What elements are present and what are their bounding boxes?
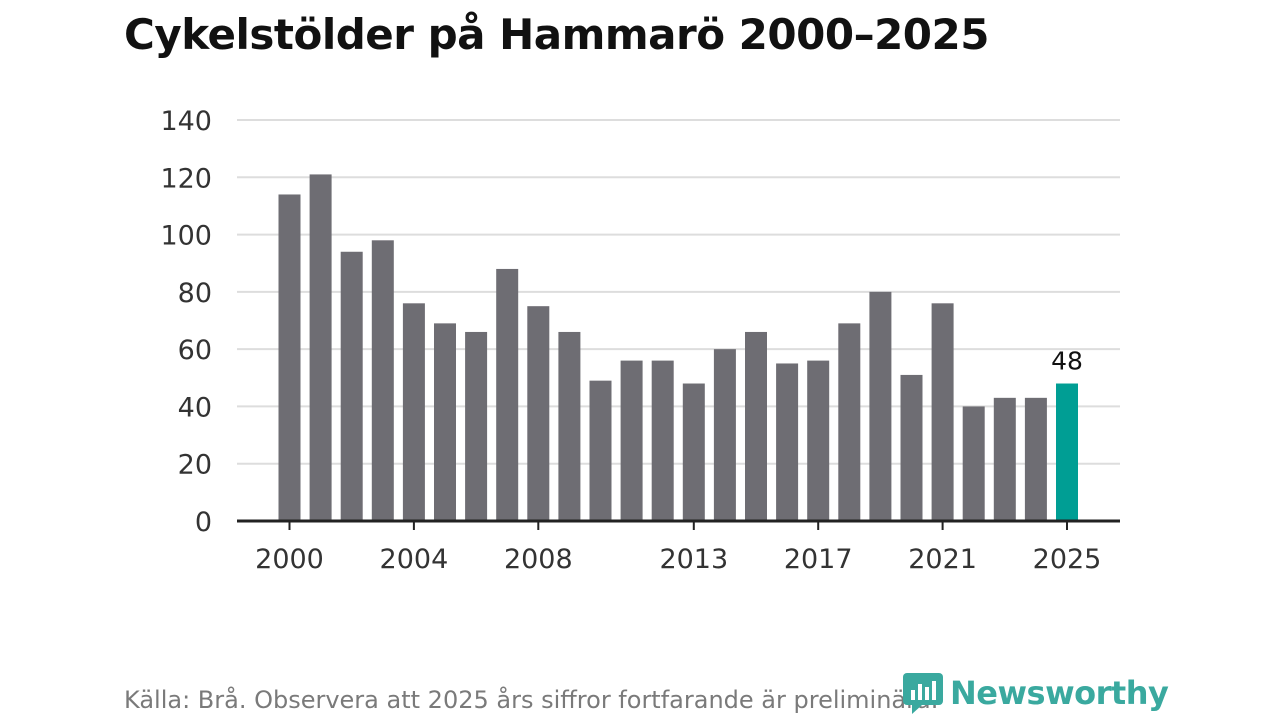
data-label-2025: 48 (1051, 347, 1083, 376)
brand-name: Newsworthy (950, 674, 1169, 712)
bar-2011 (620, 360, 643, 521)
newsworthy-icon (903, 673, 943, 714)
y-tick-label: 60 (178, 335, 212, 366)
bar-2013 (682, 383, 705, 521)
bar-2002 (340, 251, 363, 521)
x-tick-label: 2000 (255, 544, 324, 575)
y-tick-label: 100 (160, 221, 212, 252)
bar-2000 (278, 194, 301, 521)
bar-2006 (465, 331, 488, 521)
x-tick-label: 2025 (1033, 544, 1102, 575)
brand-logo: Newsworthy (902, 672, 1169, 714)
x-tick-label: 2013 (659, 544, 728, 575)
y-tick-label: 40 (178, 392, 212, 423)
data-labels: 48 (1051, 347, 1083, 376)
bar-2018 (838, 323, 861, 521)
bar-2016 (776, 363, 799, 521)
bar-2023 (993, 397, 1016, 521)
gridlines (237, 119, 1120, 465)
source-note: Källa: Brå. Observera att 2025 års siffr… (124, 686, 939, 714)
y-tick-label: 0 (195, 507, 212, 538)
bar-2005 (434, 323, 456, 521)
x-tick-label: 2017 (784, 544, 853, 575)
bar-2015 (745, 331, 767, 521)
y-tick-label: 20 (178, 450, 212, 481)
y-tick-label: 80 (178, 278, 212, 309)
x-tick-label: 2008 (504, 544, 573, 575)
bar-2020 (900, 374, 923, 521)
bar-2017 (807, 360, 830, 521)
x-axis: 2000 2004 2008 2013 2017 2021 2025 (237, 519, 1120, 575)
bar-2001 (309, 174, 332, 521)
bar-2010 (589, 380, 612, 521)
bar-2008 (527, 306, 550, 521)
x-tick-label: 2021 (908, 544, 977, 575)
bar-2012 (651, 360, 674, 521)
bar-2004 (402, 303, 425, 521)
y-axis-ticks: 0 20 40 60 80 100 120 140 (160, 106, 212, 538)
bar-2021 (931, 303, 954, 521)
bar-2009 (558, 331, 581, 521)
x-tick-label: 2004 (380, 544, 449, 575)
bar-2007 (496, 268, 519, 521)
chart-title: Cykelstölder på Hammarö 2000–2025 (124, 10, 989, 59)
bar-2019 (869, 291, 892, 521)
bar-2014 (713, 349, 736, 521)
bar-2024 (1024, 397, 1047, 521)
bar-2003 (371, 240, 394, 522)
y-tick-label: 120 (160, 163, 212, 194)
bar-2025 (1056, 383, 1078, 521)
bar-2022 (962, 406, 985, 521)
y-tick-label: 140 (160, 106, 212, 137)
bars (278, 174, 1078, 522)
